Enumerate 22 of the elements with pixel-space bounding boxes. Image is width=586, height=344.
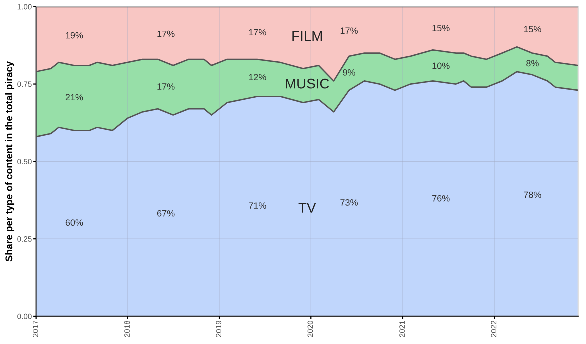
series-label: FILM — [292, 31, 322, 42]
annotation: 60% — [66, 220, 84, 226]
annotation: 17% — [249, 29, 266, 36]
series-label: TV — [298, 203, 316, 213]
annotation: 19% — [66, 32, 84, 39]
annotation: 78% — [524, 192, 542, 198]
series-label: MUSIC — [286, 78, 330, 89]
annotation: 71% — [249, 202, 266, 209]
annotation: 12% — [249, 74, 266, 80]
y-axis-title: Share per type of content in the total piracy — [5, 62, 15, 262]
annotation: 9% — [343, 69, 356, 76]
annotation: 8% — [526, 60, 539, 67]
annotation: 15% — [432, 25, 450, 32]
annotation: 15% — [524, 26, 542, 33]
annotation: 67% — [157, 210, 175, 217]
annotation: 10% — [432, 62, 450, 70]
annotation: 17% — [158, 30, 175, 38]
annotation: 76% — [432, 195, 450, 202]
annotation: 17% — [158, 84, 175, 90]
annotation: 73% — [340, 200, 358, 206]
annotation: 17% — [340, 28, 358, 34]
annotation: 21% — [66, 94, 84, 101]
